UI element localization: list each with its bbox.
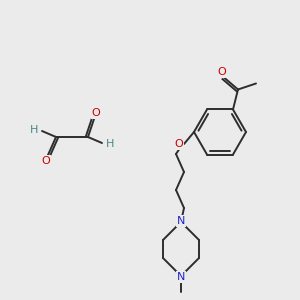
Text: N: N bbox=[177, 216, 185, 226]
Text: O: O bbox=[218, 68, 226, 77]
Text: H: H bbox=[30, 125, 38, 135]
Text: O: O bbox=[92, 108, 100, 118]
Text: N: N bbox=[177, 272, 185, 282]
Text: O: O bbox=[42, 156, 50, 166]
Text: O: O bbox=[175, 139, 183, 149]
Text: H: H bbox=[106, 139, 114, 149]
